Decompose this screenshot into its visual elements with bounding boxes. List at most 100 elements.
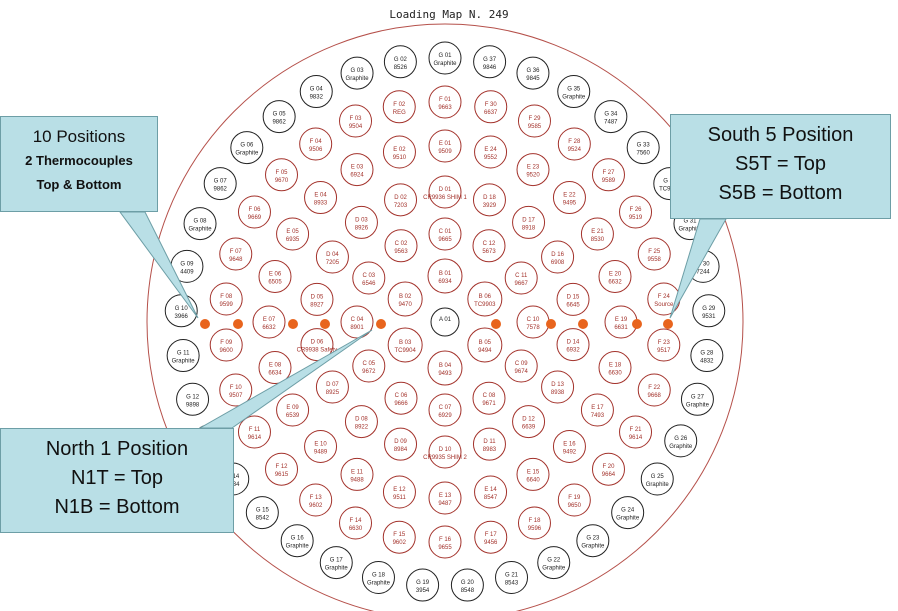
cell-position-label: G 36 <box>526 68 540 74</box>
cell-outline <box>473 45 507 79</box>
cell-outline <box>428 129 462 163</box>
cell-position-label: F 20 <box>602 464 615 470</box>
core-cell-c11: C 11 9667 <box>504 261 538 295</box>
cell-position-label: F 04 <box>310 139 323 145</box>
cell-position-label: F 14 <box>350 518 363 524</box>
cell-outline <box>237 415 271 449</box>
cell-position-label: F 05 <box>276 170 289 176</box>
cell-position-label: F 27 <box>602 170 615 176</box>
cell-position-label: B 02 <box>399 294 412 300</box>
cell-outline <box>626 131 660 165</box>
core-cell-a01: A 01 <box>430 307 460 337</box>
cell-outline <box>427 258 463 294</box>
cell-position-label: E 06 <box>269 271 282 277</box>
cell-position-label: F 28 <box>568 139 581 145</box>
cell-position-label: F 17 <box>485 532 498 538</box>
core-cell-f29: F 29 9585 <box>517 104 551 138</box>
cell-position-label: E 03 <box>351 165 364 171</box>
cell-position-label: E 18 <box>609 363 622 369</box>
cell-outline <box>304 181 338 215</box>
cell-position-label: G 21 <box>505 572 519 578</box>
cell-position-label: E 19 <box>615 317 628 323</box>
cell-outline <box>344 405 378 439</box>
core-cell-e18: E 18 6630 <box>598 351 632 385</box>
core-cell-d13: D 13 8938 <box>541 370 575 404</box>
core-cell-d04: D 04 7205 <box>315 240 349 274</box>
cell-outline <box>339 104 373 138</box>
cell-outline <box>382 135 416 169</box>
cell-position-label: F 02 <box>393 102 406 108</box>
cell-outline <box>209 328 243 362</box>
cell-outline <box>280 524 314 558</box>
cell-position-label: E 12 <box>393 487 406 493</box>
core-cell-f19: F 19 9650 <box>557 483 591 517</box>
cell-outline <box>382 90 416 124</box>
core-cell-d09: D 09 8984 <box>384 427 418 461</box>
cell-outline <box>598 351 632 385</box>
cell-element-label: 9898 <box>186 402 200 408</box>
cell-outline <box>428 393 462 427</box>
core-cell-c07: C 07 6929 <box>428 393 462 427</box>
cell-position-label: C 07 <box>439 405 452 411</box>
cell-element-label: CR9936 SHIM 1 <box>423 195 467 201</box>
callout-south-position: South 5 Position S5T = Top S5B = Bottom <box>670 114 891 219</box>
thermocouple-marker-8 <box>578 319 588 329</box>
cell-outline <box>230 131 264 165</box>
cell-position-label: F 15 <box>393 532 406 538</box>
cell-element-label: 7244 <box>696 269 710 275</box>
cell-element-label: 6645 <box>566 302 580 308</box>
core-cell-f04: F 04 9506 <box>299 127 333 161</box>
cell-element-label: 8933 <box>314 201 328 207</box>
cell-outline <box>315 240 349 274</box>
core-cell-g27: G 27 Graphite <box>680 382 714 416</box>
cell-outline <box>472 183 506 217</box>
cell-position-label: F 01 <box>439 97 452 103</box>
cell-position-label: G 23 <box>586 536 600 542</box>
cell-outline <box>467 281 503 317</box>
cell-element-label: 8543 <box>505 580 519 586</box>
core-cell-g04: G 04 9832 <box>299 75 333 109</box>
cell-element-label: 9519 <box>629 215 643 221</box>
cell-outline <box>209 282 243 316</box>
core-cell-f14: F 14 6630 <box>339 506 373 540</box>
cell-element-label: 9602 <box>393 540 407 546</box>
cell-position-label: F 09 <box>220 340 233 346</box>
cell-element-label: Graphite <box>235 151 259 157</box>
cell-outline <box>265 452 299 486</box>
cell-element-label: 9648 <box>229 257 243 263</box>
cell-element-label: REG <box>393 110 406 116</box>
cell-outline <box>637 373 671 407</box>
cell-position-label: C 08 <box>483 393 496 399</box>
cell-element-label: 9599 <box>220 302 234 308</box>
cell-outline <box>450 568 484 602</box>
core-cell-b02: B 02 9470 <box>387 281 423 317</box>
cell-position-label: E 01 <box>439 141 452 147</box>
cell-position-label: F 12 <box>276 464 289 470</box>
core-cell-g02: G 02 8526 <box>383 45 417 79</box>
cell-position-label: E 20 <box>609 271 622 277</box>
cell-element-label: Graphite <box>286 544 310 550</box>
cell-element-label: 9614 <box>248 435 262 441</box>
core-cell-e10: E 10 9489 <box>304 429 338 463</box>
cell-outline <box>474 520 508 554</box>
cell-position-label: F 07 <box>230 249 243 255</box>
cell-outline <box>516 153 550 187</box>
cell-position-label: G 25 <box>651 474 665 480</box>
cell-position-label: C 11 <box>515 273 528 279</box>
cell-outline <box>467 327 503 363</box>
core-cell-d17: D 17 8918 <box>512 205 546 239</box>
core-cell-e15: E 15 6640 <box>516 457 550 491</box>
core-cell-e05: E 05 6935 <box>276 217 310 251</box>
cell-element-label: 8984 <box>394 447 408 453</box>
cell-outline <box>428 481 462 515</box>
core-cell-g35: G 35 Graphite <box>557 75 591 109</box>
cell-position-label: F 30 <box>485 102 498 108</box>
core-cell-f26: F 26 9519 <box>619 195 653 229</box>
pointer-south <box>669 218 727 319</box>
cell-element-label: 9650 <box>568 503 582 509</box>
cell-position-label: G 01 <box>438 53 452 59</box>
cell-element-label: Graphite <box>325 566 349 572</box>
cell-outline <box>300 282 334 316</box>
cell-element-label: 9862 <box>272 120 286 126</box>
cell-position-label: G 18 <box>372 572 386 578</box>
